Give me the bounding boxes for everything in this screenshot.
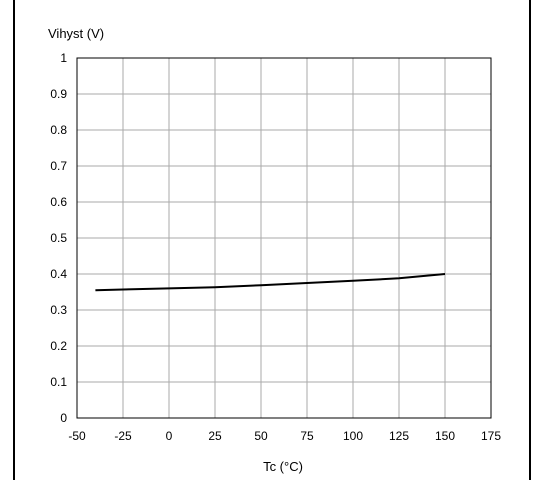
y-tick-label: 0.7 [50,159,67,173]
x-tick-label: 125 [389,429,409,443]
x-tick-label: 75 [300,429,314,443]
plot-area-border [76,57,492,419]
y-tick-label: 0.1 [50,375,67,389]
x-tick-label: 150 [435,429,455,443]
data-point [306,282,308,284]
y-tick-label: 0.6 [50,195,67,209]
data-point [352,280,354,282]
data-point [122,288,124,290]
x-axis-title: Tc (°C) [263,459,303,474]
data-point [94,289,96,291]
series-line [95,273,446,292]
y-tick-label: 0.9 [50,87,67,101]
y-tick-label: 0.2 [50,339,67,353]
x-tick-label: -25 [114,429,132,443]
y-tick-label: 0 [60,411,67,425]
data-point [444,273,446,275]
x-tick-label: 25 [208,429,222,443]
grid [77,58,491,418]
chart-frame [13,0,531,480]
series-layer [94,273,446,292]
data-point [214,286,216,288]
y-tick-label: 0.4 [50,267,67,281]
x-tick-label: 100 [343,429,363,443]
y-axis-title: Vihyst (V) [48,26,104,41]
y-tick-label: 1 [60,51,67,65]
data-point [260,284,262,286]
y-tick-label: 0.5 [50,231,67,245]
x-tick-label: 175 [481,429,501,443]
data-point [168,287,170,289]
y-tick-label: 0.8 [50,123,67,137]
x-tick-label: 0 [166,429,173,443]
x-tick-label: 50 [254,429,268,443]
tick-labels: -50 -25 0 25 50 75 100 125 150 175 0 0.1 0.2 0.3 0.4 0.… [50,51,501,443]
x-tick-label: -50 [68,429,86,443]
y-tick-label: 0.3 [50,303,67,317]
data-point [398,277,400,279]
